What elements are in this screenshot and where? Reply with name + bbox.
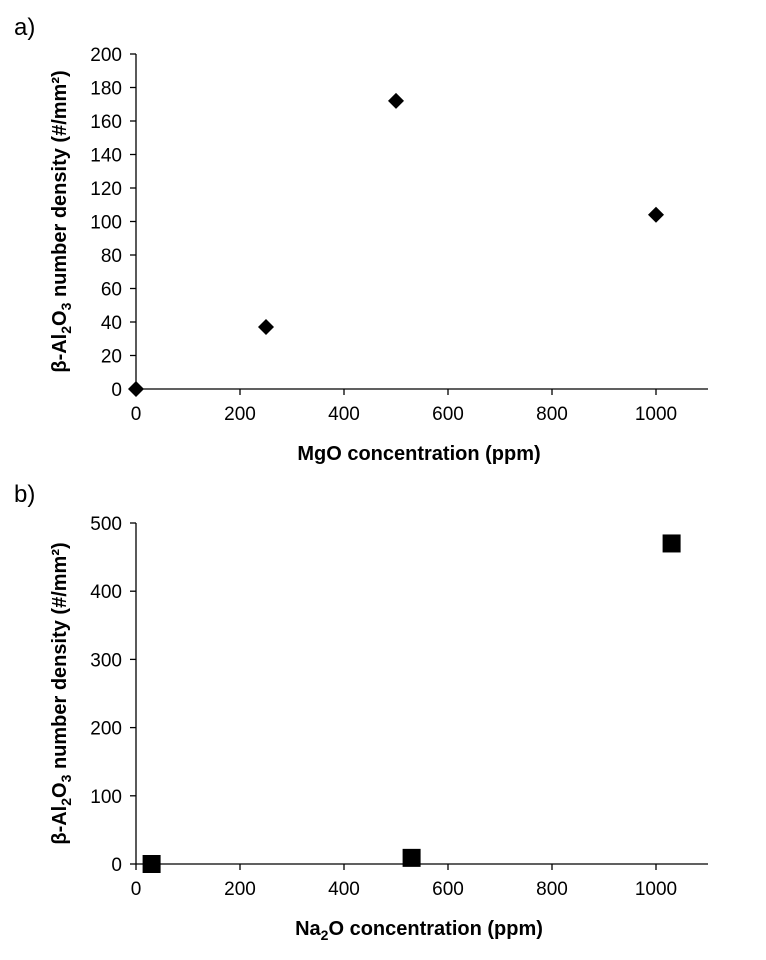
y-tick-label: 180 xyxy=(90,79,122,100)
x-tick-label: 400 xyxy=(328,404,360,425)
x-axis-title: MgO concentration (ppm) xyxy=(297,443,540,465)
x-tick-label: 400 xyxy=(328,879,360,900)
x-tick-label: 1000 xyxy=(635,404,677,425)
panel-label-a: a) xyxy=(14,14,36,41)
y-tick-label: 100 xyxy=(90,213,122,234)
data-point-square xyxy=(662,534,681,553)
x-tick-label: 0 xyxy=(131,404,142,425)
chart-panel-a: a) 0 20 40 60 80 100 120 140 160 180 200 0 200 400 600… xyxy=(14,14,708,465)
data-point-diamond xyxy=(648,206,664,223)
y-axis-title: β-Al2O3 number density (#/mm²) xyxy=(49,70,74,372)
x-tick-label: 800 xyxy=(536,404,568,425)
y-tick-label: 160 xyxy=(90,112,122,133)
y-tick-label: 120 xyxy=(90,179,122,200)
x-tick-label: 1000 xyxy=(635,879,677,900)
y-tick-label: 100 xyxy=(90,787,122,808)
x-axis-title: Na2O concentration (ppm) xyxy=(295,918,543,943)
data-point-square xyxy=(402,848,421,867)
x-tick-label: 800 xyxy=(536,879,568,900)
y-tick-label: 80 xyxy=(101,246,122,267)
x-tick-label: 600 xyxy=(432,879,464,900)
data-point-square xyxy=(142,855,161,873)
y-tick-label: 200 xyxy=(90,719,122,740)
data-point-diamond xyxy=(258,319,274,336)
y-tick-label: 40 xyxy=(101,313,122,334)
x-tick-label: 0 xyxy=(131,879,142,900)
data-point-diamond xyxy=(128,381,144,397)
data-point-diamond xyxy=(388,92,404,109)
y-tick-label: 500 xyxy=(90,514,122,535)
y-tick-label: 300 xyxy=(90,650,122,671)
chart-b-svg: 0 100 200 300 400 500 0 200 400 600 800 1000 Na2O co… xyxy=(49,514,708,943)
y-axis-title: β-Al2O3 number density (#/mm²) xyxy=(49,542,74,844)
y-tick-label: 140 xyxy=(90,146,122,167)
x-tick-label: 200 xyxy=(224,879,256,900)
x-tick-label: 600 xyxy=(432,404,464,425)
y-tick-label: 20 xyxy=(101,347,122,368)
y-tick-label: 200 xyxy=(90,45,122,66)
x-tick-label: 200 xyxy=(224,404,256,425)
y-tick-label: 0 xyxy=(111,855,122,876)
chart-a-svg: 0 20 40 60 80 100 120 140 160 180 200 0 200 400 600 800… xyxy=(49,45,708,465)
panel-label-b: b) xyxy=(14,481,36,508)
chart-panel-b: b) 0 100 200 300 400 500 0 200 400 600 800 1000 Na2O… xyxy=(0,480,766,960)
y-tick-label: 400 xyxy=(90,582,122,603)
y-tick-label: 60 xyxy=(101,280,122,301)
y-tick-label: 0 xyxy=(111,380,122,401)
